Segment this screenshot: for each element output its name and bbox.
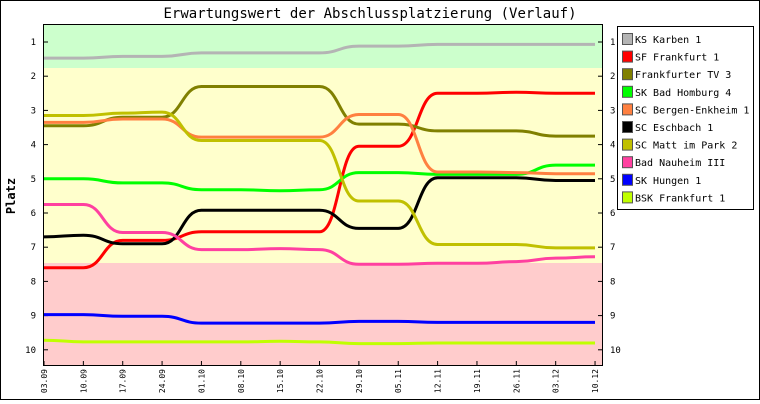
legend-swatch-9 [622,173,633,186]
series-line-8 [44,203,596,266]
x-tick-label: 10.12 [591,369,600,393]
legend-swatch-8 [622,156,633,169]
y-tick-label-right: 6 [610,209,615,219]
x-tick-label: 05.11 [394,369,403,393]
y-tick-label-left: 4 [31,141,36,151]
y-tick-label-left: 7 [31,243,36,253]
legend-label-1: KS Karben 1 [635,35,701,46]
y-tick-label-right: 4 [610,141,615,151]
y-tick-label-left: 5 [31,175,36,185]
series-line-1 [44,42,595,60]
plot-area-border [43,24,603,366]
x-tick-label: 12.11 [434,369,443,393]
series-lines [43,42,596,346]
series-line-2 [43,90,595,270]
y-tick-label-left: 1 [31,38,36,48]
legend-label-7: SC Matt im Park 2 [635,141,737,152]
y-tick-label-right: 10 [610,346,621,356]
x-tick-label: 10.09 [79,369,88,393]
x-tick-label: 19.11 [473,369,482,393]
legend-swatch-10 [622,191,633,204]
legend-swatch-6 [622,121,633,133]
y-tick-label-left: 9 [31,312,36,322]
y-tick-label-left: 2 [31,72,36,82]
y-tick-label-left: 10 [25,346,36,356]
legend-swatch-4 [622,85,633,98]
legend-label-4: SK Bad Homburg 4 [635,88,731,99]
series-line-3 [44,85,595,138]
x-tick-label: 24.09 [158,369,167,393]
legend-swatch-2 [622,50,633,63]
series-line-5 [44,112,595,176]
x-tick-label: 08.10 [237,369,246,393]
y-tick-label-right: 1 [610,38,615,48]
band-3 [44,263,602,365]
y-tick-label-right: 3 [610,106,615,116]
background-bands [44,25,602,365]
legend-label-2: SF Frankfurt 1 [635,53,719,64]
legend-box [617,26,754,210]
legend: KS Karben 1 SF Frankfurt 1 Frankfurter TV … [617,26,754,210]
x-tick-label: 22.10 [316,369,325,393]
legend-label-3: Frankfurter TV 3 [635,70,731,81]
x-tick-label: 26.11 [512,369,521,393]
x-tick-label: 01.10 [197,369,206,393]
legend-swatch-1 [622,33,633,45]
chart-title: Erwartungswert der Abschlussplatzierung … [163,6,576,22]
legend-label-5: SC Bergen-Enkheim 1 [635,105,749,116]
y-tick-label-right: 2 [610,72,615,82]
band-1 [44,25,602,68]
x-tick-label: 03.09 [40,369,49,393]
axis-ticks: 1 1 2 2 3 3 4 4 5 5 6 6 7 7 8 8 9 9 10 10 03.09 10.09 17.09 24.… [25,38,621,393]
series-line-10 [43,338,595,346]
series-line-9 [43,313,595,325]
legend-swatch-7 [622,138,633,151]
y-tick-label-right: 5 [610,175,615,185]
y-tick-label-left: 3 [31,106,36,116]
legend-swatch-5 [622,103,633,116]
legend-label-10: BSK Frankfurt 1 [635,193,725,204]
series-line-4 [44,163,595,193]
x-tick-label: 17.09 [119,369,128,393]
legend-label-6: SC Eschbach 1 [635,123,713,134]
y-tick-label-right: 8 [610,277,615,287]
legend-swatch-3 [622,68,633,81]
legend-label-9: SK Hungen 1 [635,176,701,187]
y-tick-label-left: 6 [31,209,36,219]
y-tick-label-right: 9 [610,312,615,322]
series-line-7 [44,110,595,250]
y-tick-label-left: 8 [31,277,36,287]
legend-label-8: Bad Nauheim III [635,158,725,169]
x-tick-label: 03.12 [552,369,561,393]
y-axis-label: Platz [4,178,18,214]
y-tick-label-right: 7 [610,243,615,253]
x-tick-label: 29.10 [355,369,364,393]
series-line-6 [43,176,595,246]
x-tick-label: 15.10 [276,369,285,393]
